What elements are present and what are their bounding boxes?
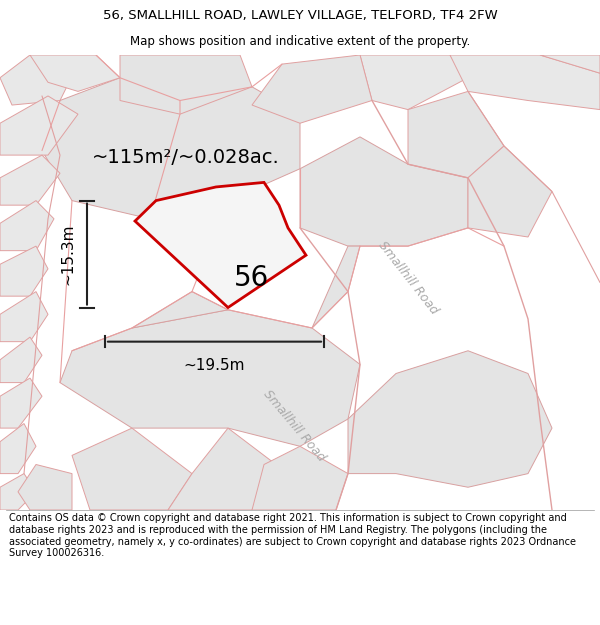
Polygon shape (312, 246, 360, 328)
Polygon shape (540, 55, 600, 73)
Polygon shape (72, 428, 192, 510)
Polygon shape (0, 337, 42, 382)
Polygon shape (300, 137, 468, 246)
Polygon shape (0, 201, 54, 251)
Polygon shape (168, 428, 276, 510)
Text: Map shows position and indicative extent of the property.: Map shows position and indicative extent… (130, 35, 470, 48)
Polygon shape (468, 146, 552, 237)
Polygon shape (30, 55, 120, 91)
Polygon shape (0, 424, 36, 474)
Polygon shape (348, 351, 552, 488)
Text: ~19.5m: ~19.5m (184, 357, 245, 372)
Polygon shape (0, 155, 60, 205)
Polygon shape (18, 464, 72, 510)
Polygon shape (0, 378, 42, 428)
Polygon shape (42, 78, 300, 219)
Polygon shape (252, 55, 372, 123)
Polygon shape (60, 310, 360, 446)
Text: 56, SMALLHILL ROAD, LAWLEY VILLAGE, TELFORD, TF4 2FW: 56, SMALLHILL ROAD, LAWLEY VILLAGE, TELF… (103, 9, 497, 22)
Text: Contains OS data © Crown copyright and database right 2021. This information is : Contains OS data © Crown copyright and d… (9, 514, 576, 558)
Text: ~15.3m: ~15.3m (60, 223, 75, 285)
Polygon shape (0, 246, 48, 296)
Text: Smallhill Road: Smallhill Road (260, 388, 328, 464)
Polygon shape (0, 55, 78, 105)
Polygon shape (0, 292, 48, 342)
Text: ~115m²/~0.028ac.: ~115m²/~0.028ac. (92, 148, 280, 167)
Polygon shape (120, 55, 252, 114)
Text: Smallhill Road: Smallhill Road (376, 239, 440, 317)
Text: 56: 56 (235, 264, 269, 292)
Polygon shape (135, 182, 306, 308)
Polygon shape (360, 55, 468, 109)
Polygon shape (0, 96, 78, 155)
Polygon shape (0, 474, 36, 510)
Polygon shape (450, 55, 600, 109)
Polygon shape (132, 292, 228, 328)
Polygon shape (408, 91, 504, 178)
Polygon shape (252, 446, 348, 510)
